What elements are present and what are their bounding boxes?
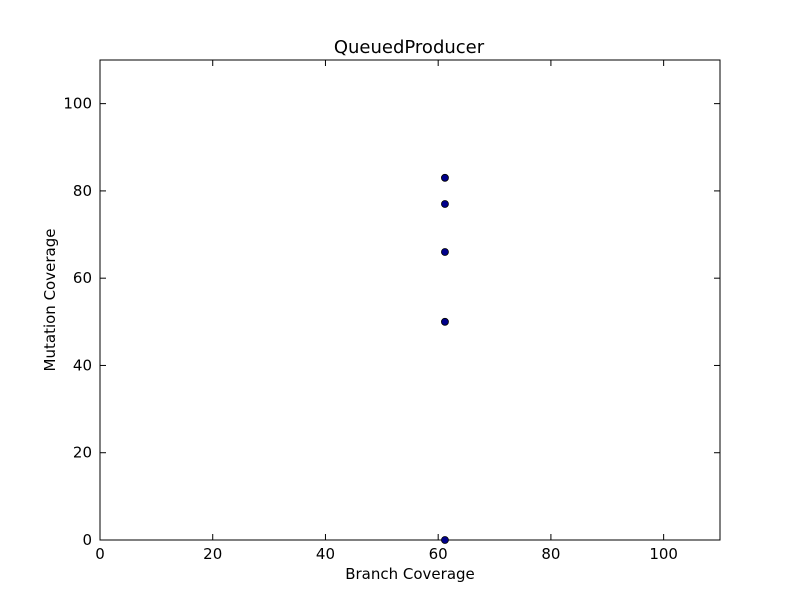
data-point bbox=[441, 249, 448, 256]
y-tick-label: 0 bbox=[82, 531, 92, 549]
y-tick-label: 100 bbox=[63, 95, 92, 113]
chart-title: QueuedProducer bbox=[334, 37, 485, 58]
data-point bbox=[441, 174, 448, 181]
y-axis-label: Mutation Coverage bbox=[41, 229, 59, 372]
y-tick-label: 60 bbox=[73, 269, 92, 287]
x-tick-label: 80 bbox=[541, 545, 560, 563]
x-tick-label: 100 bbox=[649, 545, 678, 563]
x-tick-label: 0 bbox=[95, 545, 105, 563]
data-point bbox=[441, 201, 448, 208]
x-tick-label: 20 bbox=[203, 545, 222, 563]
x-tick-label: 60 bbox=[429, 545, 448, 563]
y-tick-label: 40 bbox=[73, 356, 92, 374]
data-point bbox=[441, 537, 448, 544]
x-axis-label: Branch Coverage bbox=[345, 565, 475, 583]
data-point bbox=[441, 318, 448, 325]
y-tick-label: 80 bbox=[73, 182, 92, 200]
y-tick-label: 20 bbox=[73, 444, 92, 462]
plot-area bbox=[100, 60, 720, 540]
x-tick-label: 40 bbox=[316, 545, 335, 563]
